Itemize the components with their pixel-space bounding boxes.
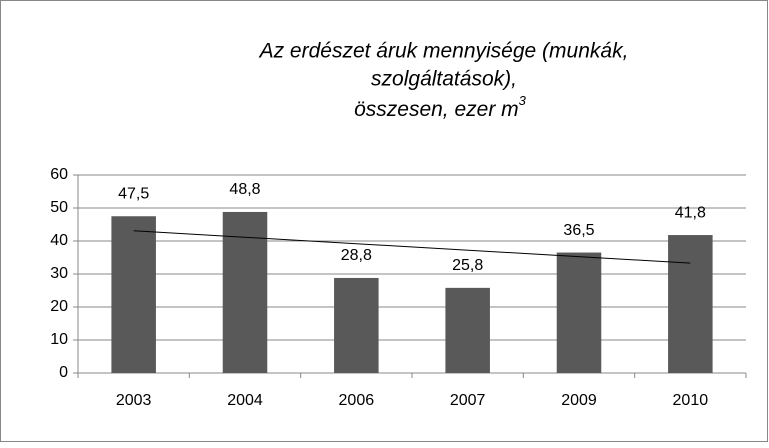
bar	[445, 287, 490, 373]
x-tick-label: 2006	[339, 392, 375, 409]
x-tick-label: 2003	[116, 392, 152, 409]
data-label: 25,8	[452, 257, 483, 274]
bar	[556, 252, 602, 373]
x-tick-label: 2007	[450, 392, 486, 409]
y-tick-label: 10	[50, 331, 68, 348]
data-label: 36,5	[563, 222, 594, 239]
x-tick-label: 2009	[561, 392, 597, 409]
bar	[668, 235, 713, 373]
chart-title-superscript: 3	[519, 93, 527, 108]
y-tick-label: 60	[50, 166, 68, 183]
bar	[334, 277, 379, 373]
y-tick-label: 30	[50, 265, 68, 282]
data-label: 48,8	[229, 181, 260, 198]
bar	[222, 211, 268, 373]
x-tick-label: 2010	[673, 392, 709, 409]
chart-title: Az erdészet áruk mennyisége (munkák,	[258, 40, 629, 63]
y-tick-label: 20	[50, 298, 68, 315]
data-label: 28,8	[341, 247, 372, 264]
chart-title: összesen, ezer m3	[354, 93, 527, 120]
y-tick-label: 40	[50, 232, 68, 249]
chart-title: összesen, ezer m	[354, 98, 519, 121]
data-label: 41,8	[675, 204, 706, 221]
y-tick-label: 0	[59, 364, 68, 381]
trendline	[133, 230, 691, 264]
data-label: 47,5	[118, 185, 149, 202]
bar	[111, 216, 156, 373]
y-tick-label: 50	[50, 199, 68, 216]
chart-title: szolgáltatások),	[371, 68, 517, 91]
x-tick-label: 2004	[227, 392, 263, 409]
